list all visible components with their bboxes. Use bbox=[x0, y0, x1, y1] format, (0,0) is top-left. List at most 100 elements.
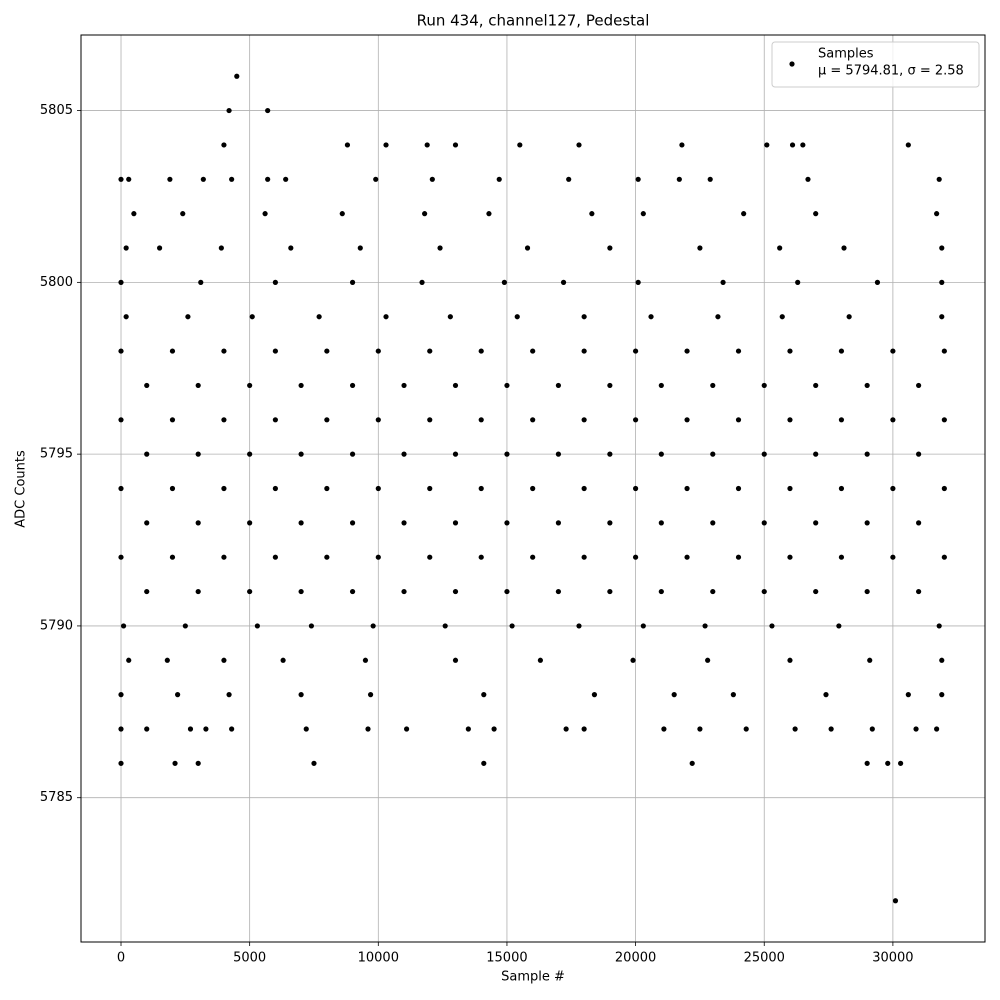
point bbox=[169, 417, 176, 423]
point bbox=[864, 588, 870, 595]
point bbox=[118, 726, 124, 732]
point bbox=[730, 692, 736, 698]
y-axis-label: ADC Counts bbox=[14, 450, 29, 528]
point bbox=[885, 760, 891, 766]
point bbox=[272, 485, 278, 492]
point bbox=[221, 485, 227, 492]
point bbox=[710, 451, 716, 457]
point bbox=[607, 588, 613, 595]
point bbox=[710, 588, 716, 595]
point bbox=[344, 142, 351, 148]
point bbox=[607, 451, 613, 457]
point bbox=[118, 348, 124, 354]
point bbox=[916, 588, 922, 595]
point bbox=[167, 176, 173, 182]
point bbox=[262, 211, 268, 217]
point bbox=[581, 726, 587, 732]
point bbox=[203, 726, 209, 732]
point bbox=[941, 485, 947, 492]
point bbox=[735, 348, 742, 354]
point bbox=[916, 382, 922, 389]
point bbox=[401, 520, 407, 526]
point bbox=[298, 520, 304, 526]
point bbox=[486, 211, 492, 217]
point bbox=[504, 382, 510, 389]
y-tick-label: 5800 bbox=[40, 275, 73, 290]
point bbox=[357, 245, 363, 251]
point bbox=[838, 348, 845, 354]
point bbox=[939, 245, 945, 251]
point bbox=[424, 142, 430, 148]
point bbox=[370, 623, 376, 629]
point bbox=[813, 382, 819, 389]
point bbox=[427, 348, 433, 354]
point bbox=[905, 142, 911, 148]
point bbox=[144, 520, 150, 526]
point bbox=[777, 245, 783, 251]
point bbox=[375, 348, 381, 354]
point bbox=[867, 657, 873, 663]
point bbox=[741, 211, 747, 217]
y-tick-label: 5785 bbox=[40, 790, 73, 805]
point bbox=[743, 726, 749, 732]
point bbox=[478, 417, 484, 423]
point bbox=[934, 726, 940, 732]
point bbox=[144, 588, 150, 595]
point bbox=[658, 382, 664, 389]
point bbox=[126, 176, 132, 182]
point bbox=[560, 279, 567, 285]
point bbox=[478, 348, 484, 354]
point bbox=[504, 451, 510, 457]
point bbox=[823, 692, 829, 698]
points-layer bbox=[118, 73, 947, 904]
point bbox=[787, 417, 793, 423]
point bbox=[308, 623, 315, 629]
point bbox=[283, 176, 289, 182]
point bbox=[349, 279, 356, 285]
point bbox=[234, 73, 240, 79]
point bbox=[249, 314, 255, 320]
y-tick-label: 5795 bbox=[40, 447, 73, 462]
point bbox=[635, 176, 641, 182]
point bbox=[795, 279, 801, 285]
point bbox=[530, 485, 536, 492]
point bbox=[702, 623, 708, 629]
point bbox=[182, 623, 188, 629]
point bbox=[761, 520, 767, 526]
point bbox=[288, 245, 294, 251]
point bbox=[936, 176, 942, 182]
point bbox=[890, 348, 896, 354]
point bbox=[172, 760, 178, 766]
point bbox=[530, 417, 536, 423]
point bbox=[864, 382, 870, 389]
point bbox=[761, 382, 767, 389]
point bbox=[509, 623, 515, 629]
point bbox=[710, 382, 716, 389]
point bbox=[185, 314, 191, 320]
point bbox=[800, 142, 806, 148]
x-tick-label: 0 bbox=[117, 951, 125, 966]
point bbox=[581, 314, 587, 320]
point bbox=[195, 451, 201, 457]
point bbox=[401, 588, 407, 595]
point bbox=[632, 417, 639, 423]
point bbox=[514, 314, 520, 320]
point bbox=[187, 726, 194, 732]
point bbox=[126, 657, 132, 663]
x-tick-label: 10000 bbox=[358, 951, 399, 966]
point bbox=[226, 107, 232, 114]
point bbox=[465, 726, 471, 732]
point bbox=[555, 588, 562, 595]
point bbox=[787, 348, 793, 354]
point bbox=[864, 520, 870, 526]
point bbox=[221, 142, 227, 148]
point bbox=[164, 657, 170, 663]
point bbox=[939, 657, 945, 663]
point bbox=[841, 245, 847, 251]
point bbox=[452, 451, 459, 457]
point bbox=[365, 726, 371, 732]
point bbox=[838, 417, 845, 423]
point bbox=[221, 657, 227, 663]
point bbox=[607, 245, 613, 251]
